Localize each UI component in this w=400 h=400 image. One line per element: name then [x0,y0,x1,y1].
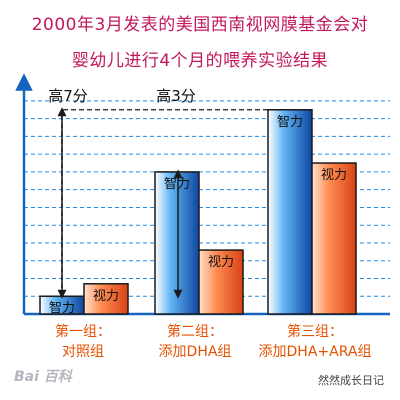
bar-label: 智力 [277,115,303,130]
category-label: 第二组： [167,323,223,340]
chart-title-line-2: 婴幼儿进行4个月的喂养实验结果 [71,51,329,71]
category-label: 第一组： [55,323,111,340]
category-label: 第三组： [287,323,343,340]
bar-intelligence-group-3 [267,109,313,315]
annotation-text: 高3分 [156,87,196,105]
bar-label: 智力 [49,301,75,316]
category-label: 添加DHA+ARA组 [259,344,372,360]
bar-vision-group-2 [198,249,244,315]
watermark-left: Bai 百科 [14,369,72,385]
bar-label: 智力 [164,177,190,192]
bar-label: 视力 [208,255,234,270]
bar-intelligence-group-2 [154,171,200,315]
bar-vision-group-3 [311,162,357,315]
watermark-right: 然然成长日记 [318,374,384,387]
annotations: 高7分 高3分 [48,87,268,299]
chart-title-line-1: 2000年3月发表的美国西南视网膜基金会对 [31,15,369,35]
category-label: 对照组 [62,344,104,360]
category-label: 添加DHA组 [159,344,232,360]
bar-vision-group-1 [83,283,129,315]
category-labels: 第一组： 对照组 第二组： 添加DHA组 第三组： 添加DHA+ARA组 [55,323,371,360]
bar-label: 视力 [321,168,347,183]
annotation-text: 高7分 [48,87,88,105]
bar-label: 视力 [93,289,119,304]
